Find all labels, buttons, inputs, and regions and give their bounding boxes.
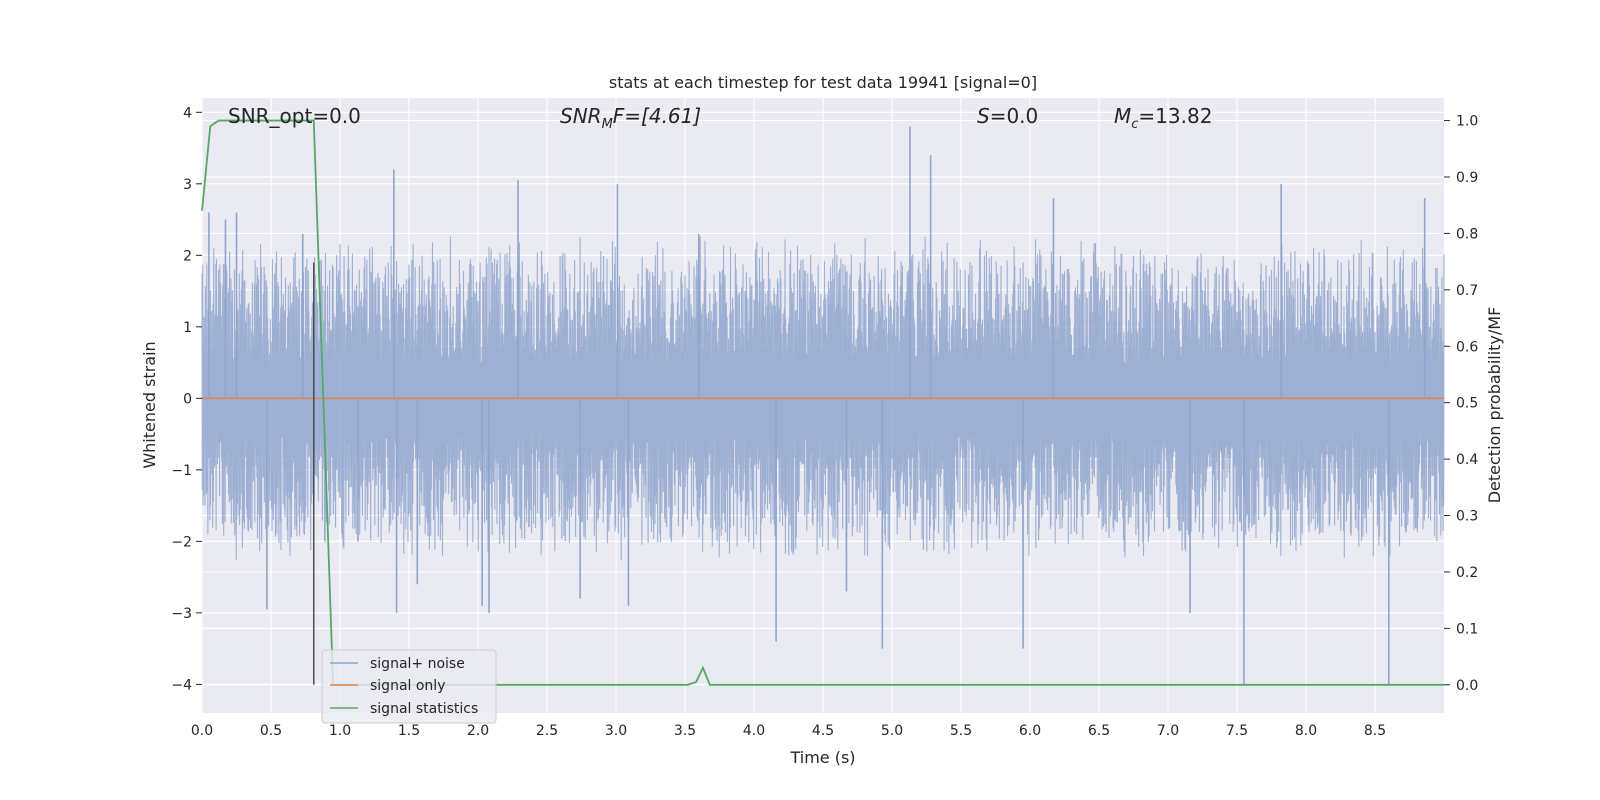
- ticks: 0.0 0.5 1.0 1.5 2.0 2.5 3.0 3.5 4.0 4.5 5.0 5.5 6.0 6…: [171, 105, 1478, 739]
- legend-label-signal-noise: signal+ noise: [370, 656, 465, 672]
- annotation-mc-sub: c: [1131, 117, 1138, 132]
- y2-tick-label: 0.5: [1456, 396, 1478, 412]
- y-tick-label: −1: [171, 463, 192, 479]
- annotation-snr-mf-main: SNR: [560, 104, 602, 128]
- x-tick-label: 2.0: [467, 723, 489, 739]
- x-tick-label: 1.0: [329, 723, 351, 739]
- x-tick-label: 3.5: [674, 723, 696, 739]
- annotation-snr-mf: SNRMF=[4.61]: [560, 104, 701, 132]
- x-tick-label: 6.5: [1088, 723, 1110, 739]
- annotation-mc: Mc=13.82: [1114, 104, 1212, 132]
- x-tick-label: 5.0: [881, 723, 903, 739]
- legend-label-signal-statistics: signal statistics: [370, 701, 478, 717]
- x-tick-label: 8.0: [1295, 723, 1317, 739]
- y2-tick-label: 0.1: [1456, 621, 1478, 637]
- y-tick-label: 0: [183, 391, 192, 407]
- annotation-snr-mf-sub: M: [602, 117, 613, 132]
- y2-tick-label: 0.4: [1456, 452, 1478, 468]
- y2-tick-label: 0.3: [1456, 509, 1478, 525]
- y2-tick-label: 0.8: [1456, 226, 1478, 242]
- y2-tick-label: 0.6: [1456, 339, 1478, 355]
- x-tick-label: 5.5: [950, 723, 972, 739]
- y-axis-label: Whitened strain: [140, 341, 159, 468]
- y-tick-label: −4: [171, 677, 192, 693]
- annotation-s-tail: =0.0: [990, 104, 1039, 128]
- annotation-mc-tail: =13.82: [1138, 104, 1212, 128]
- legend-box: [321, 649, 497, 724]
- x-axis-label: Time (s): [789, 748, 855, 767]
- annotation-s-main: S: [977, 104, 990, 128]
- x-tick-label: 7.5: [1226, 723, 1248, 739]
- y-tick-label: 2: [183, 248, 192, 264]
- y2-tick-label: 0.9: [1456, 170, 1478, 186]
- x-tick-label: 4.5: [812, 723, 834, 739]
- x-tick-label: 7.0: [1157, 723, 1179, 739]
- annotation-s: S=0.0: [977, 104, 1038, 128]
- x-tick-label: 3.0: [605, 723, 627, 739]
- annotation-snr-mf-tail: F=[4.61]: [613, 104, 701, 128]
- x-tick-label: 2.5: [536, 723, 558, 739]
- legend: signal+ noise signal only signal statist…: [321, 649, 497, 724]
- chart-title: stats at each timestep for test data 199…: [609, 73, 1037, 92]
- signal-noise-trace: [201, 236, 1445, 561]
- y-tick-label: 1: [183, 320, 192, 336]
- x-tick-label: 1.5: [398, 723, 420, 739]
- y2-axis-label: Detection probability/MF: [1485, 307, 1504, 504]
- y-tick-label: 3: [183, 177, 192, 193]
- annotation-mc-main: M: [1114, 104, 1131, 128]
- noise-series: [201, 126, 1445, 685]
- y2-tick-label: 1.0: [1456, 114, 1478, 130]
- y-tick-label: 4: [183, 105, 192, 121]
- x-tick-label: 0.5: [260, 723, 282, 739]
- x-tick-label: 6.0: [1019, 723, 1041, 739]
- y-tick-label: −2: [171, 534, 192, 550]
- x-tick-label: 8.5: [1364, 723, 1386, 739]
- y2-tick-label: 0.2: [1456, 565, 1478, 581]
- x-tick-label: 4.0: [743, 723, 765, 739]
- y2-tick-label: 0.0: [1456, 678, 1478, 694]
- x-tick-label: 0.0: [191, 723, 213, 739]
- y-tick-label: −3: [171, 606, 192, 622]
- annotation-snr-opt: SNR_opt=0.0: [228, 104, 361, 128]
- y2-tick-label: 0.7: [1456, 283, 1478, 299]
- legend-label-signal-only: signal only: [370, 678, 445, 694]
